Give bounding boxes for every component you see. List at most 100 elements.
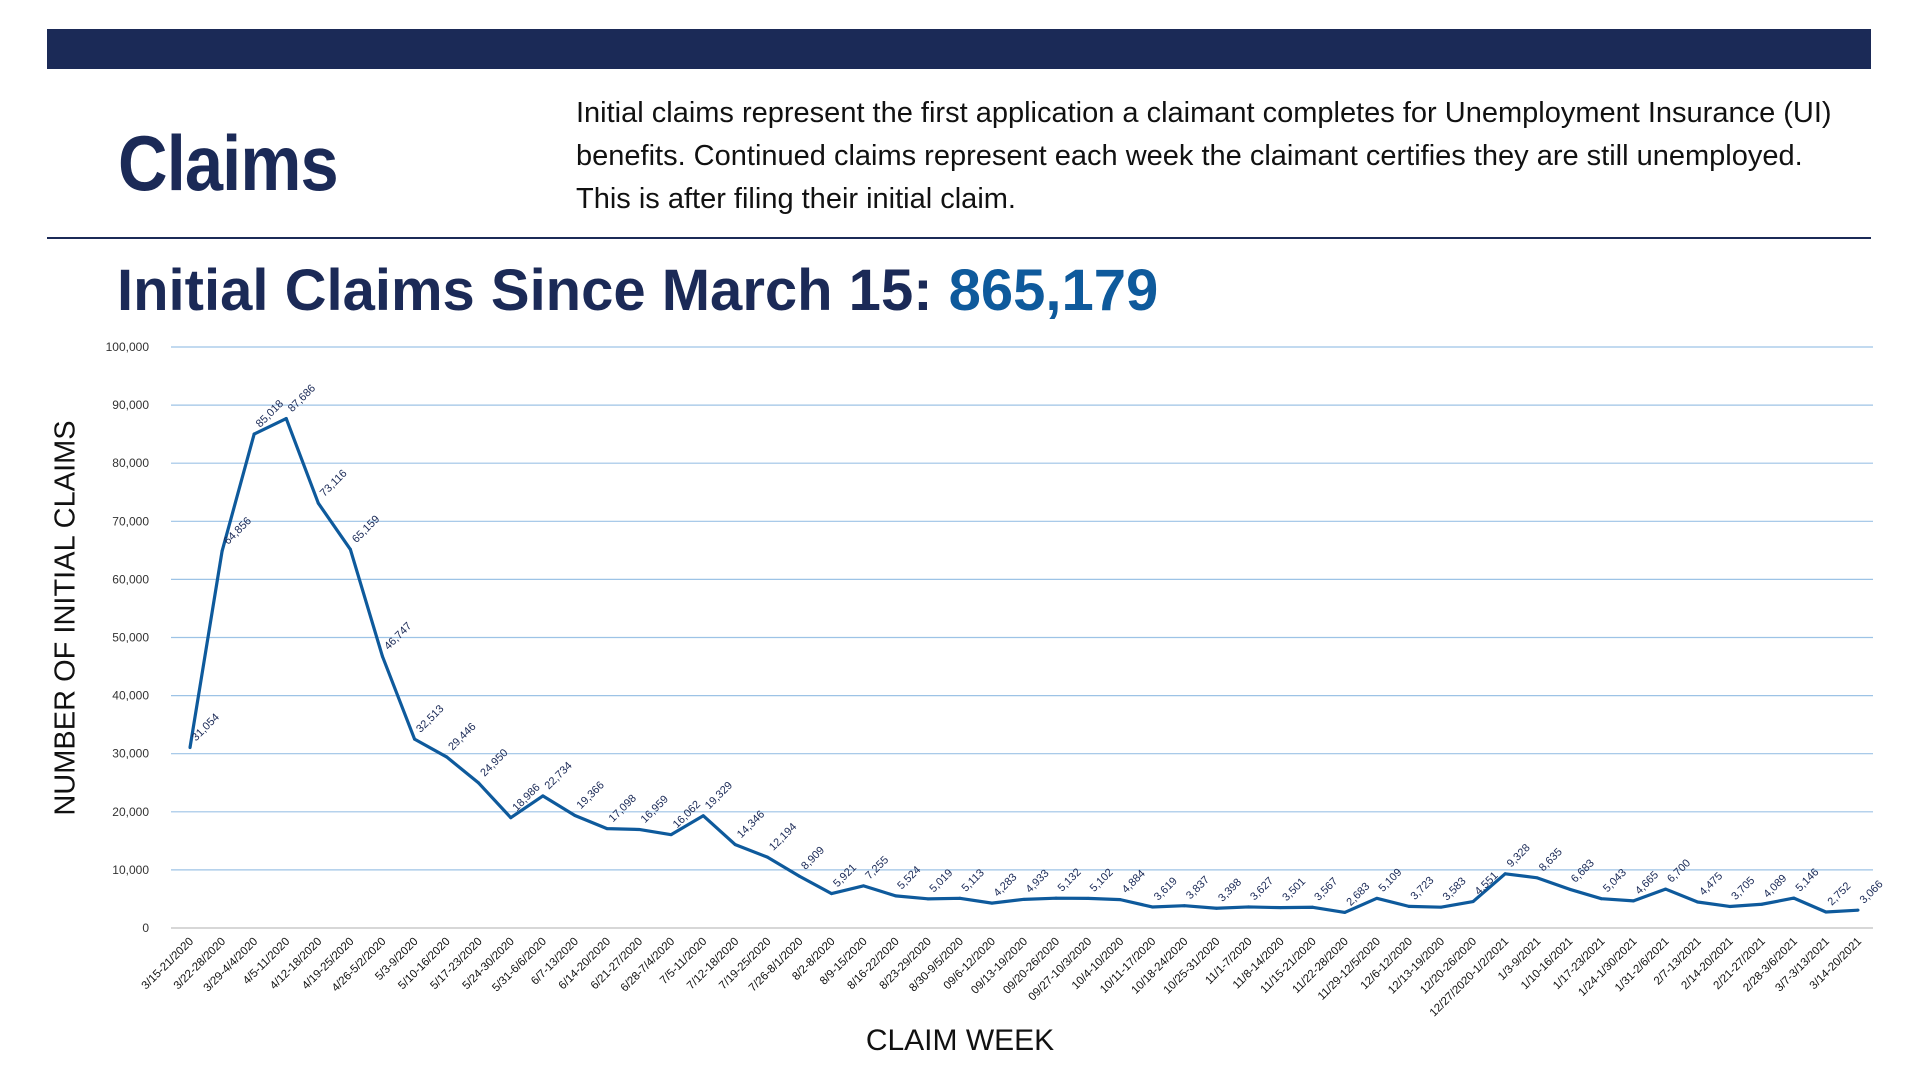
y-tick-label: 50,000 — [112, 631, 149, 645]
data-label: 5,921 — [831, 862, 859, 890]
data-point — [509, 816, 513, 820]
data-label: 22,734 — [542, 760, 574, 792]
data-label: 9,328 — [1505, 842, 1533, 870]
data-point — [894, 894, 898, 898]
data-point — [1311, 905, 1315, 909]
data-point — [1792, 896, 1796, 900]
data-point — [605, 827, 609, 831]
data-point — [1118, 898, 1122, 902]
data-label: 2,752 — [1826, 880, 1854, 908]
x-tick-label: 12/13-19/2020 — [1386, 936, 1447, 997]
data-point — [669, 833, 673, 837]
data-point — [380, 654, 384, 658]
data-point — [926, 897, 930, 901]
data-label: 3,723 — [1409, 875, 1437, 903]
data-point — [284, 417, 288, 421]
data-label: 8,909 — [799, 844, 827, 872]
x-tick-label: 10/25-31/2020 — [1162, 936, 1223, 997]
data-point — [1022, 897, 1026, 901]
data-point — [1054, 896, 1058, 900]
data-label: 17,098 — [607, 792, 639, 824]
y-tick-label: 0 — [142, 921, 149, 935]
header-bar — [47, 29, 1871, 69]
data-label: 19,366 — [575, 779, 607, 811]
data-point — [862, 884, 866, 888]
data-label: 16,959 — [639, 793, 671, 825]
data-point — [637, 827, 641, 831]
data-point — [541, 794, 545, 798]
data-label: 4,884 — [1120, 868, 1148, 896]
data-label: 3,567 — [1312, 875, 1340, 903]
data-label: 3,398 — [1216, 876, 1244, 904]
x-tick-label: 1/24-1/30/2021 — [1576, 936, 1639, 999]
data-point — [1856, 908, 1860, 912]
data-point — [1439, 905, 1443, 909]
page-title: Claims — [118, 119, 339, 207]
data-label: 3,705 — [1729, 875, 1757, 903]
divider — [47, 237, 1871, 239]
x-tick-label: 10/18-24/2020 — [1130, 936, 1191, 997]
data-label: 5,102 — [1088, 867, 1116, 895]
data-label: 29,446 — [446, 721, 478, 753]
data-line — [188, 416, 1859, 915]
data-label: 32,513 — [414, 703, 446, 735]
data-point — [1407, 904, 1411, 908]
y-tick-label: 100,000 — [106, 340, 150, 354]
y-tick-label: 70,000 — [112, 514, 149, 528]
data-point — [1760, 902, 1764, 906]
x-tick-label: 11/15-21/2020 — [1258, 936, 1318, 996]
data-point — [1567, 887, 1571, 891]
data-label: 24,950 — [478, 747, 510, 779]
data-point — [1471, 900, 1475, 904]
data-point — [1631, 899, 1635, 903]
x-tick-label: 09/20-26/2020 — [1001, 936, 1062, 997]
data-label: 12,194 — [767, 821, 799, 853]
data-label: 5,109 — [1376, 866, 1404, 894]
data-label: 6,683 — [1569, 857, 1597, 885]
data-point — [1535, 876, 1539, 880]
y-tick-label: 30,000 — [112, 747, 149, 761]
data-point — [1696, 900, 1700, 904]
data-point — [445, 755, 449, 759]
y-tick-label: 40,000 — [112, 689, 149, 703]
data-point — [220, 549, 224, 553]
data-label: 3,627 — [1248, 875, 1276, 903]
data-label: 6,700 — [1665, 857, 1693, 885]
description: Initial claims represent the first appli… — [576, 97, 1832, 215]
data-point — [188, 746, 192, 750]
data-label: 87,686 — [286, 382, 318, 414]
data-label: 65,159 — [350, 513, 382, 545]
data-point — [1728, 904, 1732, 908]
y-tick-label: 90,000 — [112, 398, 149, 412]
data-point — [413, 737, 417, 741]
x-tick-label: 10/11-17/2020 — [1098, 936, 1158, 996]
data-label: 2,683 — [1344, 881, 1372, 909]
data-label: 3,066 — [1858, 878, 1886, 906]
data-point — [797, 874, 801, 878]
data-point — [701, 814, 705, 818]
chart-subtitle: Initial Claims Since March 15: 865,179 — [117, 257, 1158, 324]
data-point — [1343, 910, 1347, 914]
data-label: 7,255 — [863, 854, 891, 882]
data-label: 3,619 — [1152, 875, 1180, 903]
data-point — [1086, 896, 1090, 900]
data-point — [573, 813, 577, 817]
data-point — [1664, 887, 1668, 891]
data-label: 4,551 — [1473, 870, 1501, 898]
data-point — [316, 501, 320, 505]
data-point — [1279, 906, 1283, 910]
data-point — [477, 781, 481, 785]
data-point — [765, 855, 769, 859]
data-label: 5,019 — [927, 867, 955, 895]
data-label: 3,501 — [1280, 876, 1308, 904]
data-point — [252, 432, 256, 436]
subtitle-value: 865,179 — [948, 258, 1159, 323]
data-point — [1214, 906, 1218, 910]
data-point — [1247, 905, 1251, 909]
data-point — [1150, 905, 1154, 909]
x-tick-label: 11/22-28/2020 — [1291, 936, 1351, 996]
y-axis-title: NUMBER OF INITIAL CLAIMS — [49, 420, 82, 816]
data-label: 5,113 — [959, 867, 986, 894]
y-tick-label: 10,000 — [112, 863, 149, 877]
